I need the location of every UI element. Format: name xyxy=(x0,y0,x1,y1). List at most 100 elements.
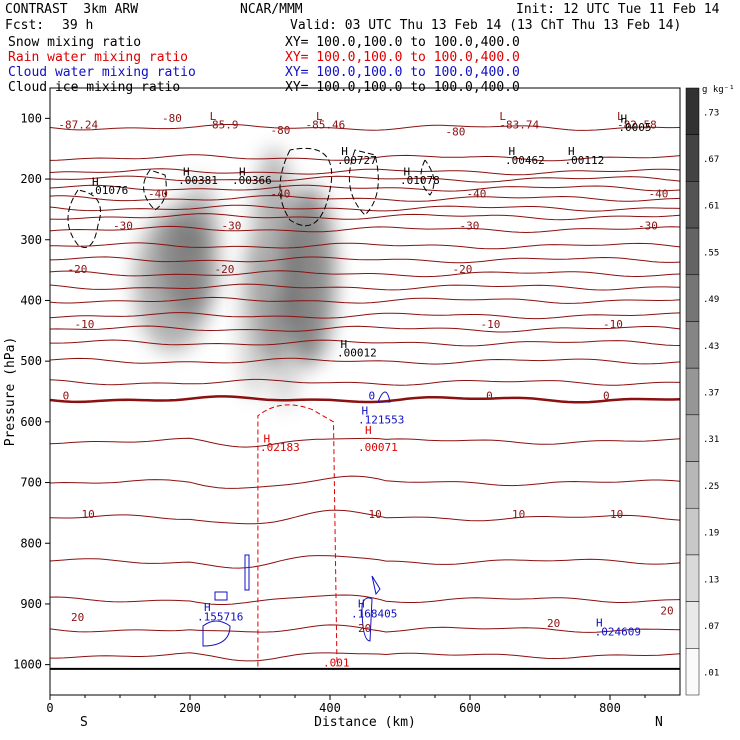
temperature-contour-26 xyxy=(50,652,681,662)
contour-label: -10 xyxy=(481,318,501,331)
contour-label: 20 xyxy=(660,604,673,617)
temperature-contour-14 xyxy=(49,312,681,320)
y-tick-label: 500 xyxy=(20,354,42,368)
contour-label: H xyxy=(596,616,603,629)
colorbar-swatch xyxy=(685,507,700,556)
colorbar-label: .67 xyxy=(703,155,719,165)
contour-label: -30 xyxy=(460,219,480,232)
x-axis-right-end-label: N xyxy=(655,715,663,730)
colorbar-label: .01 xyxy=(703,669,719,679)
contour-label: H xyxy=(509,145,516,158)
field-rain-xy: XY= 100.0,100.0 to 100.0,400.0 xyxy=(285,50,520,65)
contour-labels: -80-80 -80-87.24 -85.9 -85.46 -83.74 -82.58L L… xyxy=(58,110,673,669)
cloud-water-contour-3 xyxy=(202,620,231,647)
forecast-label: Fcst: xyxy=(5,18,45,33)
x-axis-title: Distance (km) xyxy=(314,715,416,730)
contour-label: 10 xyxy=(82,508,95,521)
colorbar-label: .13 xyxy=(703,575,719,585)
colorbar-label: .31 xyxy=(703,435,719,445)
field-snow-label: Snow mixing ratio xyxy=(8,35,142,50)
contour-label: -10 xyxy=(75,318,95,331)
contour-label: -85.9 xyxy=(205,119,238,132)
contour-label: .00727 xyxy=(337,154,377,167)
temperature-contour-15 xyxy=(49,325,681,333)
field-cloudwater-label: Cloud water mixing ratio xyxy=(8,65,196,80)
x-tick-label: 200 xyxy=(179,701,201,715)
colorbar-swatch xyxy=(685,181,700,229)
y-tick-label: 200 xyxy=(20,172,42,186)
contour-label: 10 xyxy=(369,508,382,521)
contour-label: H xyxy=(239,165,246,178)
x-tick-label: 600 xyxy=(459,701,481,715)
contour-label: H xyxy=(92,176,99,189)
cloud-ice-contour-3 xyxy=(348,149,379,216)
contour-label: 20 xyxy=(547,617,560,630)
contour-label: .00112 xyxy=(565,154,605,167)
cloud-water-contour-4 xyxy=(361,597,373,642)
contour-label: 20 xyxy=(71,611,84,624)
rain-water-contour xyxy=(257,404,338,667)
colorbar-unit: g kg⁻¹ xyxy=(702,85,735,95)
contour-label: 10 xyxy=(610,508,623,521)
x-axis-left-end-label: S xyxy=(80,715,88,730)
field-snow-xy: XY= 100.0,100.0 to 100.0,400.0 xyxy=(285,35,520,50)
y-tick-label: 700 xyxy=(20,476,42,490)
contour-label: .02183 xyxy=(260,441,300,454)
contour-label: -80 xyxy=(271,124,291,137)
colorbar-swatch xyxy=(685,274,700,322)
x-tick-label: 0 xyxy=(46,701,53,715)
temperature-contour-18 xyxy=(49,378,681,386)
x-tick-label: 800 xyxy=(599,701,621,715)
snow-plume-4 xyxy=(266,289,303,410)
temperature-contour-3 xyxy=(49,175,681,183)
colorbar-label: .49 xyxy=(703,295,719,305)
temperature-contour-12 xyxy=(49,283,681,291)
contour-label: -40 xyxy=(649,187,669,200)
temperature-contour-8 xyxy=(49,225,681,234)
contour-label: H xyxy=(341,338,348,351)
cloud-water-contour-0 xyxy=(377,391,391,403)
cloud-ice-contour-0 xyxy=(67,189,101,248)
colorbar-swatch xyxy=(685,461,700,509)
contour-label: .00012 xyxy=(337,346,377,359)
temperature-contour-2 xyxy=(49,168,681,176)
contour-label: .121553 xyxy=(358,414,404,427)
contour-label: L xyxy=(499,110,506,123)
contour-lines xyxy=(49,124,681,670)
colorbar-label: .43 xyxy=(703,342,719,352)
y-axis-title: Pressure (hPa) xyxy=(3,337,18,447)
temperature-contour-4 xyxy=(49,184,681,192)
contour-label: H xyxy=(365,424,372,437)
contour-label: .00381 xyxy=(178,174,218,187)
contour-label: .00462 xyxy=(505,154,545,167)
colorbar-label: .25 xyxy=(703,482,719,492)
snow-plume-5 xyxy=(239,238,267,399)
field-cloudwater-xy: XY= 100.0,100.0 to 100.0,400.0 xyxy=(285,65,520,80)
y-tick-label: 100 xyxy=(20,111,42,125)
temperature-contour-0 xyxy=(49,124,681,131)
colorbar-swatch xyxy=(685,321,700,369)
y-tick-label: 900 xyxy=(20,597,42,611)
temperature-contour-10 xyxy=(49,256,681,264)
contour-label: .0005 xyxy=(618,121,651,134)
contour-label: .155716 xyxy=(197,610,243,623)
colorbar-swatch xyxy=(685,367,700,416)
y-tick-label: 400 xyxy=(20,293,42,307)
contour-label: H xyxy=(204,601,211,614)
contour-label: 0 xyxy=(369,389,376,402)
colorbar-swatch xyxy=(685,87,700,135)
temperature-contour-5 xyxy=(49,194,681,202)
model-title: CONTRAST 3km ARW xyxy=(5,2,139,17)
temperature-contour-24 xyxy=(49,594,681,605)
cloud-water-contour-5 xyxy=(371,575,381,596)
y-tick-label: 800 xyxy=(20,536,42,550)
cloud-ice-contour-4 xyxy=(420,159,435,196)
field-rain-label: Rain water mixing ratio xyxy=(8,50,189,65)
colorbar-label: .19 xyxy=(703,529,719,539)
colorbar-label: .73 xyxy=(703,108,719,118)
temperature-contour-6 xyxy=(49,204,681,212)
contour-label: 0 xyxy=(603,389,610,402)
contour-label: .168405 xyxy=(351,607,397,620)
snow-plume-6 xyxy=(184,175,217,256)
